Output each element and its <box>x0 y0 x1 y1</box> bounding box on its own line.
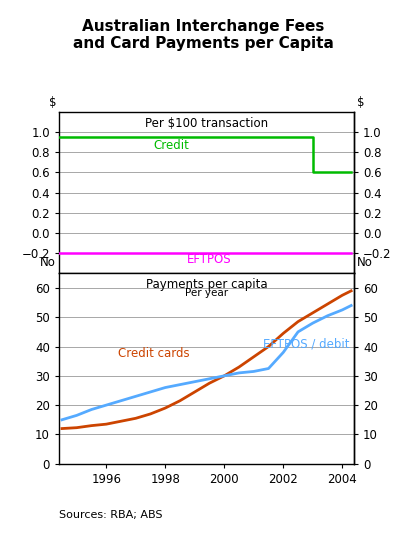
Text: $: $ <box>357 96 365 109</box>
Text: No: No <box>40 256 56 270</box>
Text: EFTPOS: EFTPOS <box>187 253 232 266</box>
Text: Per $100 transaction: Per $100 transaction <box>145 117 268 130</box>
Text: No: No <box>357 256 373 270</box>
Text: $: $ <box>48 96 56 109</box>
Text: Per year: Per year <box>185 288 228 297</box>
Text: EFTPOS / debit: EFTPOS / debit <box>263 338 349 351</box>
Text: Sources: RBA; ABS: Sources: RBA; ABS <box>59 510 162 520</box>
Text: Australian Interchange Fees
and Card Payments per Capita: Australian Interchange Fees and Card Pay… <box>73 19 334 51</box>
Text: Credit: Credit <box>153 139 189 152</box>
Text: Credit cards: Credit cards <box>118 347 189 360</box>
Text: Payments per capita: Payments per capita <box>146 278 267 291</box>
